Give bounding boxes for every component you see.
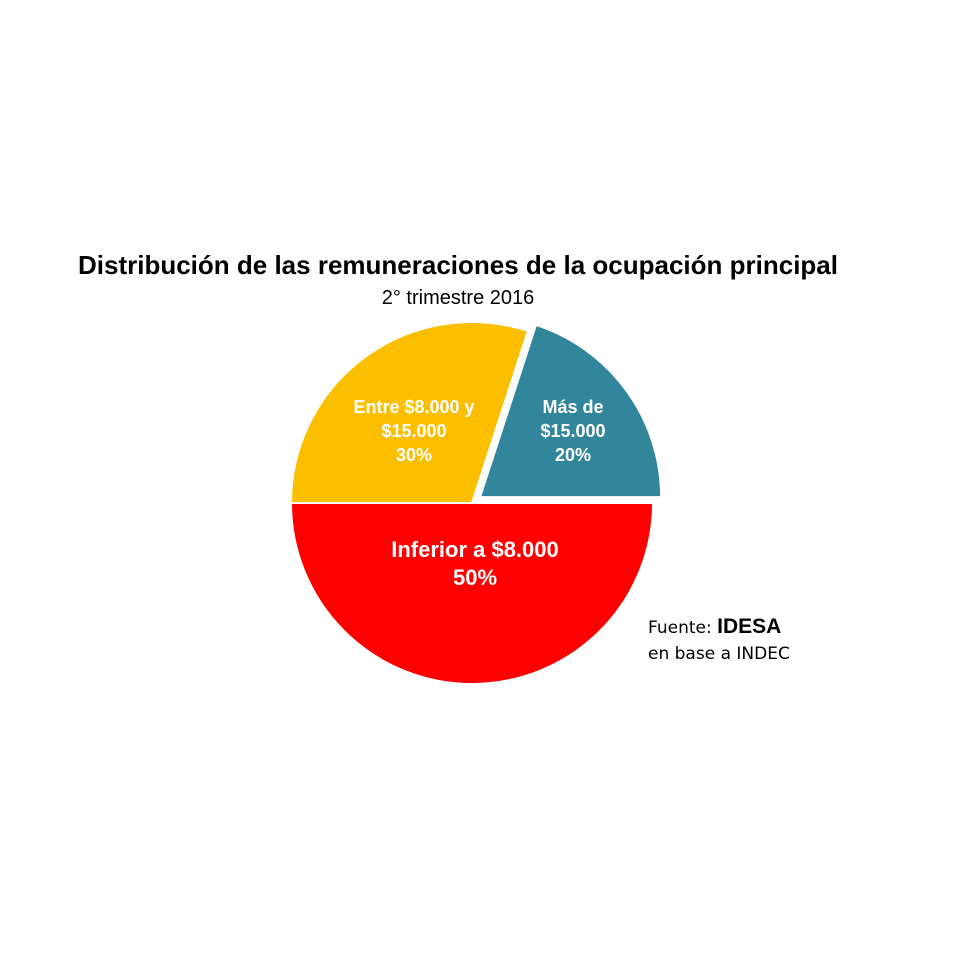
pie-slice-3 xyxy=(478,323,663,499)
slice-label-line: $15.000 xyxy=(381,421,446,441)
source-line2: en base a INDEC xyxy=(648,644,790,664)
slice-label-line: 50% xyxy=(453,565,497,590)
chart-title: Distribución de las remuneraciones de la… xyxy=(78,250,838,280)
source-note: Fuente: IDESA en base a INDEC xyxy=(648,614,790,667)
slice-label-line: 30% xyxy=(396,445,432,465)
slice-label-3: Más de $15.000 20% xyxy=(540,397,605,465)
source-prefix: Fuente: xyxy=(648,618,712,638)
slice-label-line: Entre $8.000 y xyxy=(353,397,474,417)
slice-label-line: $15.000 xyxy=(540,421,605,441)
pie-slice-1 xyxy=(289,502,655,685)
slice-label-2: Entre $8.000 y $15.000 30% xyxy=(353,397,474,465)
slice-label-line: 20% xyxy=(555,445,591,465)
slice-label-1: Inferior a $8.000 50% xyxy=(391,537,559,590)
chart-subtitle: 2° trimestre 2016 xyxy=(381,287,535,309)
source-brand: IDESA xyxy=(717,615,782,638)
slice-label-line: Inferior a $8.000 xyxy=(391,537,559,562)
slice-label-line: Más de xyxy=(542,397,603,417)
pie-slice-2 xyxy=(289,321,530,504)
